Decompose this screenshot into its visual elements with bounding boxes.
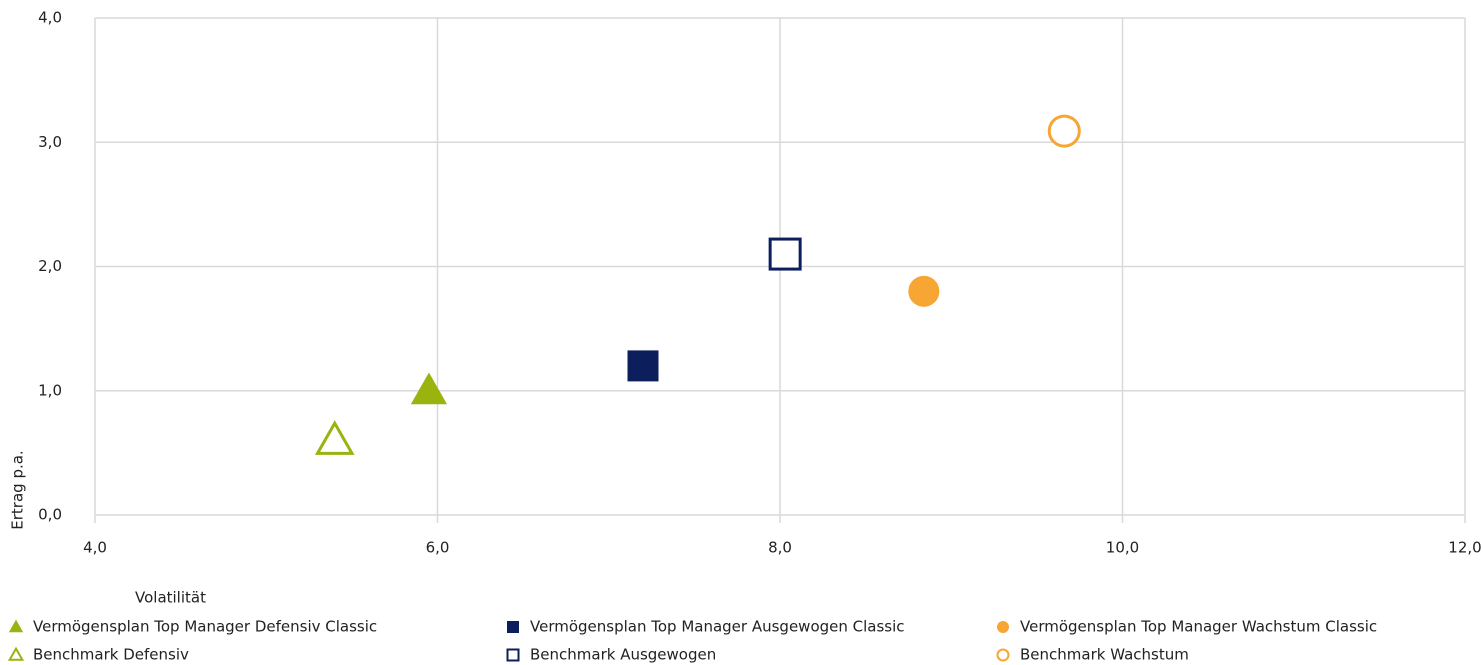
legend-marker [7, 646, 25, 661]
legend-label: Vermögensplan Top Manager Wachstum Class… [1020, 618, 1377, 636]
legend-label: Benchmark Ausgewogen [530, 646, 716, 664]
marker [627, 350, 659, 382]
legend-marker [8, 619, 24, 633]
legend-marker [506, 648, 520, 662]
marker [908, 275, 940, 307]
x-tick-label: 10,0 [1106, 539, 1139, 557]
y-tick-label: 1,0 [38, 381, 62, 399]
legend-marker [996, 648, 1010, 662]
x-tick-label: 8,0 [768, 539, 792, 557]
marker [410, 372, 448, 405]
legend-label: Vermögensplan Top Manager Defensiv Class… [33, 618, 377, 636]
marker [768, 237, 802, 271]
y-tick-label: 2,0 [38, 257, 62, 275]
legend-label: Vermögensplan Top Manager Ausgewogen Cla… [530, 618, 905, 636]
y-tick-label: 4,0 [38, 9, 62, 27]
legend-label: Benchmark Wachstum [1020, 646, 1189, 664]
marker [314, 420, 355, 455]
x-axis-label: Volatilität [135, 589, 206, 607]
y-tick-label: 3,0 [38, 133, 62, 151]
y-axis-label: Ertrag p.a. [9, 450, 27, 529]
x-tick-label: 6,0 [426, 539, 450, 557]
x-tick-label: 12,0 [1448, 539, 1481, 557]
x-tick-label: 4,0 [83, 539, 107, 557]
marker [1047, 114, 1081, 148]
legend-label: Benchmark Defensiv [33, 646, 189, 664]
y-tick-label: 0,0 [38, 506, 62, 524]
legend-marker [997, 621, 1009, 633]
legend-marker [507, 621, 519, 633]
